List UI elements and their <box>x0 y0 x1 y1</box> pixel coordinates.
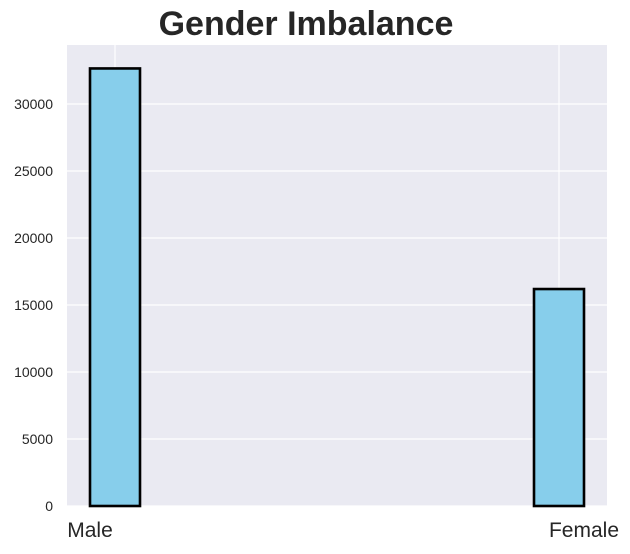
y-tick-label: 25000 <box>14 163 53 179</box>
y-tick-label: 15000 <box>14 297 53 313</box>
y-tick-label: 0 <box>45 498 53 514</box>
chart-title: Gender Imbalance <box>159 5 454 43</box>
bar-male <box>88 67 142 508</box>
plot-area <box>67 45 607 506</box>
y-tick-label: 20000 <box>14 230 53 246</box>
x-tick-label: Female <box>549 519 619 542</box>
y-axis-ticks: 0 5000 10000 15000 20000 25000 30000 <box>14 96 53 514</box>
x-axis-ticks: Male Female <box>67 519 619 542</box>
y-tick-label: 5000 <box>22 431 53 447</box>
y-tick-label: 10000 <box>14 364 53 380</box>
y-tick-label: 30000 <box>14 96 53 112</box>
x-tick-label: Male <box>67 519 113 542</box>
grid-lines <box>67 45 607 507</box>
bar-female <box>532 287 586 508</box>
bars <box>88 67 586 508</box>
